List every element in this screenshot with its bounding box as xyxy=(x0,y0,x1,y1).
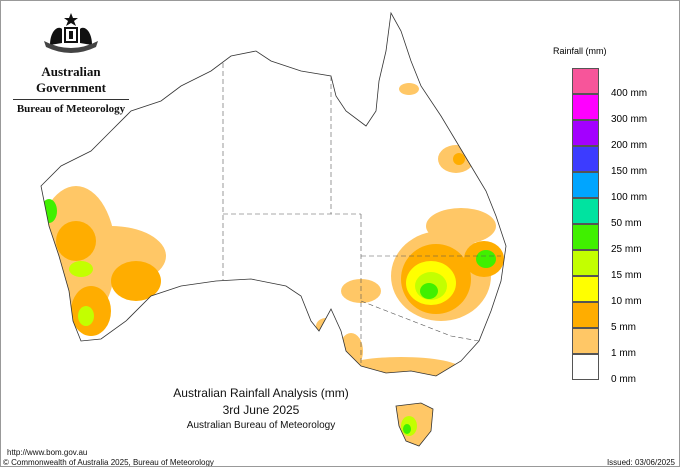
map-source: Australian Bureau of Meteorology xyxy=(186,420,336,431)
issued-date: Issued: 03/06/2025 xyxy=(606,458,675,467)
map-title-block: Australian Rainfall Analysis (mm) 3rd Ju… xyxy=(131,386,391,431)
coat-of-arms-icon xyxy=(44,13,98,53)
bureau-name: Bureau of Meteorology xyxy=(16,103,126,115)
legend-swatch xyxy=(572,328,599,354)
legend-label: 100 mm xyxy=(611,192,648,203)
legend-label: 1 mm xyxy=(611,348,636,359)
legend-label: 5 mm xyxy=(611,322,636,333)
legend-swatch xyxy=(572,198,599,224)
map-title: Australian Rainfall Analysis (mm) xyxy=(173,386,349,400)
legend-label: 400 mm xyxy=(611,88,648,99)
website-link[interactable]: http://www.bom.gov.au xyxy=(7,448,88,457)
map-date: 3rd June 2025 xyxy=(222,403,300,417)
legend-swatch xyxy=(572,146,599,172)
legend-swatch xyxy=(572,172,599,198)
copyright: © Commonwealth of Australia 2025, Bureau… xyxy=(3,458,214,467)
legend-swatch xyxy=(572,68,599,94)
legend-swatch xyxy=(572,354,599,380)
agency-logo: Australian Government Bureau of Meteorol… xyxy=(11,11,131,115)
legend-label: 15 mm xyxy=(611,270,642,281)
legend-swatch xyxy=(572,276,599,302)
legend-label: 200 mm xyxy=(611,140,648,151)
legend-label: 50 mm xyxy=(611,218,642,229)
legend-swatch xyxy=(572,302,599,328)
legend-label: 25 mm xyxy=(611,244,642,255)
australia-rainfall-map xyxy=(40,12,507,447)
legend-label: 300 mm xyxy=(611,114,648,125)
legend-swatch xyxy=(572,250,599,276)
legend-title: Rainfall (mm) xyxy=(553,46,607,56)
legend-swatch xyxy=(572,120,599,146)
legend-label: 0 mm xyxy=(611,374,636,385)
divider xyxy=(13,99,129,100)
legend-label: 10 mm xyxy=(611,296,642,307)
state-borders xyxy=(222,63,501,366)
legend-label: 150 mm xyxy=(611,166,648,177)
legend-swatch xyxy=(572,94,599,120)
legend-swatch xyxy=(572,224,599,250)
government-name: Australian Government xyxy=(35,64,107,95)
